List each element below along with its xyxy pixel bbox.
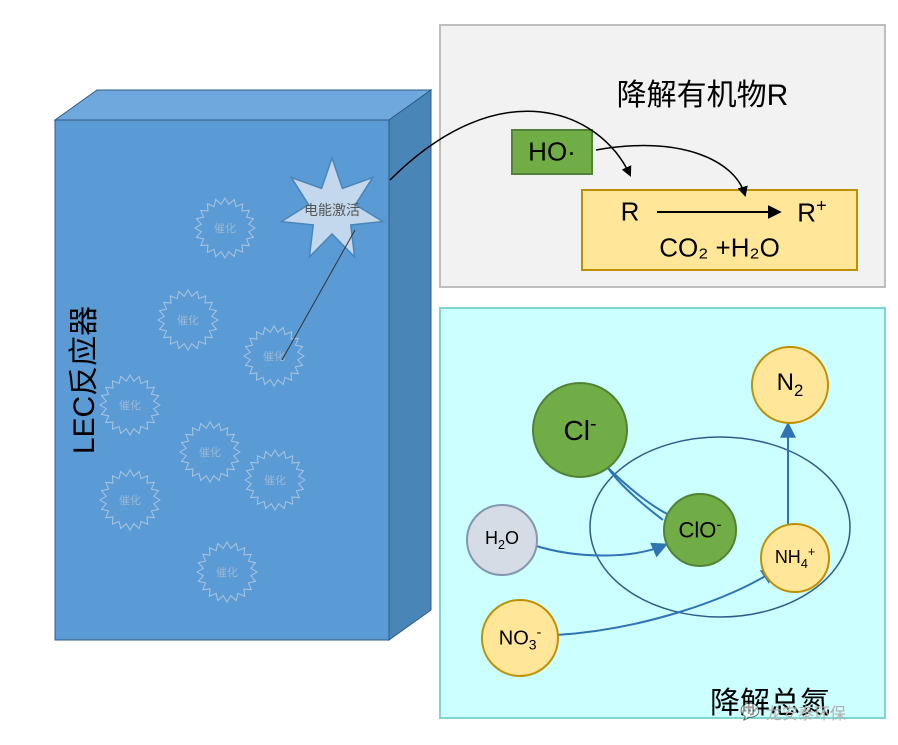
catalyst-label-6: 催化 [119, 492, 141, 508]
panel-top-title: 降解有机物R [617, 70, 789, 114]
diagram-canvas: LEC反应器催化催化催化催化催化催化催化催化电能激活降解有机物RHO·RR+CO… [0, 0, 898, 745]
species-nh4: NH4+ [775, 545, 815, 571]
species-n2: N2 [777, 369, 804, 401]
ho-radical-label: HO· [528, 137, 576, 168]
catalyst-label-4: 催化 [199, 444, 221, 460]
watermark: 💬 龙安泰环保 [740, 700, 846, 724]
species-no3: NO3- [499, 624, 541, 653]
catalyst-label-3: 催化 [119, 397, 141, 413]
catalyst-label-7: 催化 [216, 564, 238, 580]
species-h2o: H2O [485, 528, 519, 552]
catalyst-label-2: 催化 [263, 348, 285, 364]
reactor-label: LEC反应器 [59, 306, 103, 454]
catalyst-label-0: 催化 [214, 220, 236, 236]
species-clo: ClO- [678, 516, 721, 543]
r-right: R+ [797, 196, 826, 229]
catalyst-label-5: 催化 [264, 472, 286, 488]
species-cl: Cl- [564, 413, 597, 447]
star-label: 电能激活 [304, 200, 360, 220]
r-left: R [621, 197, 640, 228]
catalyst-label-1: 催化 [177, 312, 199, 328]
r-products: CO₂ +H₂O [659, 233, 780, 264]
